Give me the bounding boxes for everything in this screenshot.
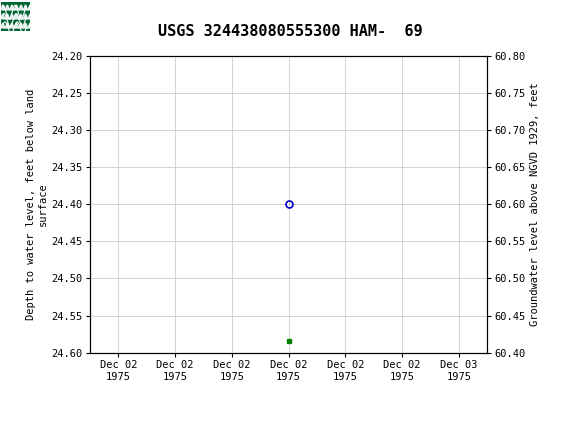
Text: USGS: USGS xyxy=(38,7,93,25)
FancyBboxPatch shape xyxy=(1,2,30,31)
Legend: Period of approved data: Period of approved data xyxy=(191,429,386,430)
Y-axis label: Depth to water level, feet below land
surface: Depth to water level, feet below land su… xyxy=(26,89,48,320)
Y-axis label: Groundwater level above NGVD 1929, feet: Groundwater level above NGVD 1929, feet xyxy=(530,83,539,326)
Text: USGS 324438080555300 HAM-  69: USGS 324438080555300 HAM- 69 xyxy=(158,24,422,39)
